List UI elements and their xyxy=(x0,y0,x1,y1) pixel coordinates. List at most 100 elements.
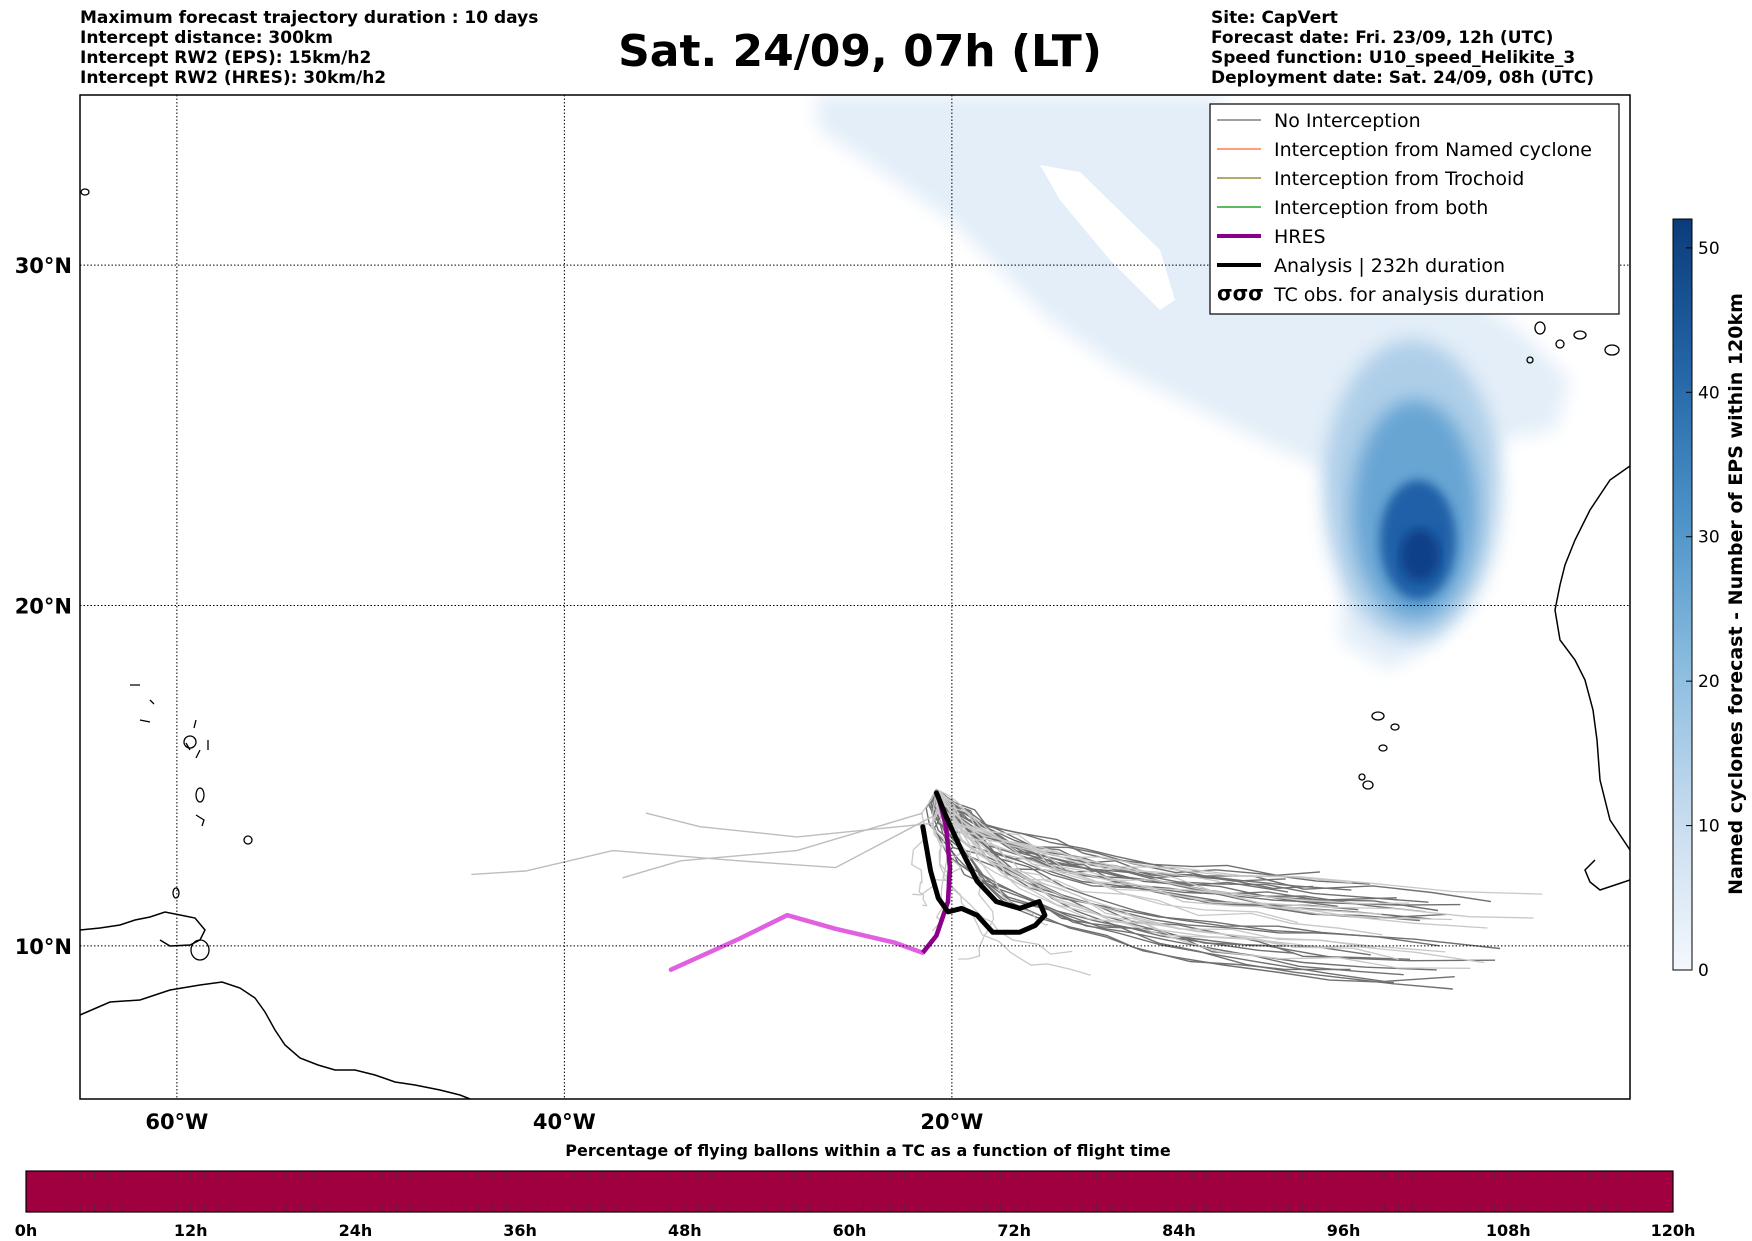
colorbar-bottom-tick-label: 72h xyxy=(997,1221,1031,1240)
eps-trajectory xyxy=(935,788,1410,905)
island-grenada xyxy=(172,887,180,899)
eps-trajectory xyxy=(935,789,1303,946)
colorbar-bottom-tick-label: 120h xyxy=(1651,1221,1696,1240)
eps-trajectory xyxy=(935,788,1383,936)
lon-tick-label: 60°W xyxy=(145,1110,208,1134)
colorbar-bottom-tick-label: 24h xyxy=(339,1221,373,1240)
island-guadeloupe xyxy=(183,735,197,749)
eps-trajectory xyxy=(935,788,1429,903)
colorbar-bottom-tick-label: 0h xyxy=(15,1221,38,1240)
colorbar-right-tick-label: 10 xyxy=(1698,817,1720,837)
colorbar-right-tick-label: 40 xyxy=(1698,383,1720,403)
header-info-left: Maximum forecast trajectory duration : 1… xyxy=(80,8,538,88)
eps-trajectory-long xyxy=(645,812,933,838)
colorbar-right: 0 10 20 30 40 50 Named cyclones forecast - Nu… xyxy=(1672,218,1747,981)
island-canary xyxy=(1526,356,1534,364)
eps-trajectory xyxy=(935,789,1453,921)
density-core-peak xyxy=(1400,529,1440,581)
hres-track xyxy=(668,793,953,972)
eps-trajectory xyxy=(935,788,1492,903)
legend-label: Analysis | 232h duration xyxy=(1274,255,1505,277)
header-left-line: Intercept RW2 (EPS): 15km/h2 xyxy=(80,48,372,68)
lat-tick-label: 30°N xyxy=(15,254,72,278)
lon-tick-label: 20°W xyxy=(920,1110,983,1134)
eps-trajectory xyxy=(931,789,1073,955)
colorbar-right-fill xyxy=(1672,218,1693,971)
analysis-track xyxy=(920,790,1048,935)
colorbar-bottom-title: Percentage of flying ballons within a TC… xyxy=(565,1141,1171,1160)
legend-label: TC obs. for analysis duration xyxy=(1273,284,1545,306)
eps-trajectory xyxy=(935,788,1488,929)
colorbar-right-tick-label: 30 xyxy=(1698,528,1720,548)
colorbar-right-tick-label: 20 xyxy=(1698,672,1720,692)
lat-tick-label: 10°N xyxy=(15,935,72,959)
colorbar-right-label: Named cyclones forecast - Number of EPS … xyxy=(1725,293,1747,895)
colorbar-right-tick-label: 0 xyxy=(1698,961,1709,981)
colorbar-right-tick-label: 50 xyxy=(1698,239,1720,259)
coast-venezuela-north xyxy=(80,911,206,947)
legend-label: No Interception xyxy=(1274,110,1421,132)
island-canary xyxy=(1534,321,1546,335)
island-cape-verde xyxy=(1371,711,1385,721)
header-left-line: Intercept RW2 (HRES): 30km/h2 xyxy=(80,68,387,88)
island-cape-verde xyxy=(1378,744,1388,752)
lat-tick-label: 20°N xyxy=(15,595,72,619)
island-azores xyxy=(80,188,90,196)
legend-label: Interception from Named cyclone xyxy=(1274,139,1592,161)
island-canary xyxy=(1555,339,1565,349)
coastlines xyxy=(80,465,1630,1099)
page-title: Sat. 24/09, 07h (LT) xyxy=(618,26,1102,77)
header-left-line: Maximum forecast trajectory duration : 1… xyxy=(80,8,539,28)
colorbar-bottom-tick-label: 108h xyxy=(1486,1221,1531,1240)
eps-trajectory xyxy=(935,788,1399,961)
island-cape-verde xyxy=(1358,773,1366,781)
eps-trajectory xyxy=(931,789,1091,976)
colorbar-bottom-tick-label: 12h xyxy=(174,1221,208,1240)
island-canary xyxy=(1604,344,1620,356)
colorbar-bottom-tick-label: 48h xyxy=(668,1221,702,1240)
eps-trajectory xyxy=(930,789,946,932)
coast-africa-bight xyxy=(1584,859,1630,891)
eps-trajectory xyxy=(935,788,1394,984)
colorbar-bottom-tick-label: 36h xyxy=(503,1221,537,1240)
eps-trajectory-long xyxy=(471,815,933,876)
eps-trajectory xyxy=(911,789,937,907)
cyclone-density-field xyxy=(815,95,1570,670)
legend-label: HRES xyxy=(1274,226,1326,248)
header-right-line: Deployment date: Sat. 24/09, 08h (UTC) xyxy=(1211,68,1595,88)
eps-trajectory xyxy=(935,788,995,960)
legend-symbol-tc-obs: σσσ xyxy=(1217,281,1264,305)
eps-trajectories xyxy=(471,788,1543,990)
eps-trajectory xyxy=(935,789,1471,969)
header-info-right: Site: CapVert Forecast date: Fri. 23/09,… xyxy=(1211,8,1594,88)
header-left-line: Intercept distance: 300km xyxy=(80,28,333,48)
island-martinique xyxy=(195,787,205,803)
colorbar-bottom-tick-label: 84h xyxy=(1162,1221,1196,1240)
island-caribbean-chain xyxy=(130,684,209,827)
coast-south-america xyxy=(80,981,471,1099)
legend-label: Interception from Trochoid xyxy=(1274,168,1524,190)
island-trinidad xyxy=(190,939,210,961)
coast-west-africa xyxy=(1554,465,1630,851)
header-right-line: Site: CapVert xyxy=(1211,8,1338,28)
map-frame xyxy=(79,94,1631,1100)
axis-tick-labels: 30°N 20°N 10°N 60°W 40°W 20°W xyxy=(15,254,984,1134)
colorbar-bottom-tick-label: 60h xyxy=(833,1221,867,1240)
legend-box xyxy=(1209,103,1620,315)
island-cape-verde xyxy=(1362,780,1374,790)
lon-tick-label: 40°W xyxy=(533,1110,596,1134)
islands xyxy=(80,188,1620,961)
island-cape-verde xyxy=(1390,723,1400,731)
eps-trajectory xyxy=(931,789,1496,962)
legend: No Interception Interception from Named c… xyxy=(1209,103,1620,315)
header-right-line: Forecast date: Fri. 23/09, 12h (UTC) xyxy=(1211,28,1554,48)
eps-trajectory-long xyxy=(622,812,923,879)
header-right-line: Speed function: U10_speed_Helikite_3 xyxy=(1211,48,1576,68)
island-barbados xyxy=(243,835,253,845)
colorbar-bottom-tick-label: 96h xyxy=(1327,1221,1361,1240)
density-band-faint-hole xyxy=(1040,165,1175,310)
legend-label: Interception from both xyxy=(1274,197,1488,219)
eps-trajectory xyxy=(935,788,1426,913)
island-canary xyxy=(1573,330,1587,340)
